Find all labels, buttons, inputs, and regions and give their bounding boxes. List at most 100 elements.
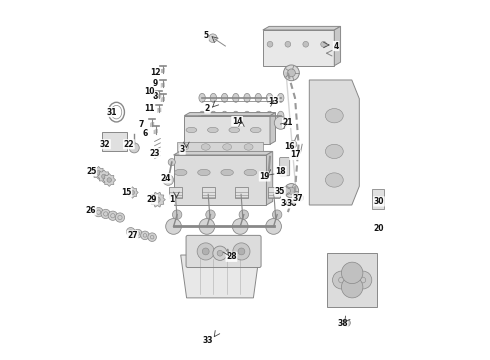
Circle shape — [166, 219, 181, 234]
Polygon shape — [181, 255, 259, 298]
Ellipse shape — [277, 111, 284, 120]
Ellipse shape — [266, 93, 273, 102]
Bar — [268, 186, 280, 198]
Circle shape — [284, 65, 299, 81]
Circle shape — [141, 231, 149, 240]
Circle shape — [206, 210, 215, 219]
Circle shape — [282, 186, 291, 195]
Text: 30: 30 — [374, 197, 384, 206]
Ellipse shape — [277, 93, 284, 102]
Text: 33: 33 — [202, 336, 213, 345]
Text: 16: 16 — [284, 141, 295, 150]
Text: 20: 20 — [373, 224, 384, 233]
Text: 2: 2 — [205, 104, 210, 113]
Circle shape — [286, 198, 293, 205]
Circle shape — [239, 210, 248, 219]
Text: 1: 1 — [169, 195, 174, 204]
Polygon shape — [184, 116, 270, 144]
Text: 17: 17 — [290, 150, 300, 159]
Circle shape — [288, 187, 295, 194]
Polygon shape — [263, 30, 334, 66]
Circle shape — [163, 175, 173, 185]
Circle shape — [333, 271, 350, 289]
Circle shape — [115, 213, 124, 222]
Text: 5: 5 — [203, 31, 208, 40]
Text: 9: 9 — [152, 79, 158, 88]
Circle shape — [217, 250, 223, 256]
Polygon shape — [103, 174, 116, 186]
Polygon shape — [173, 152, 272, 155]
Circle shape — [101, 209, 110, 219]
Circle shape — [209, 34, 217, 42]
Ellipse shape — [250, 127, 261, 133]
Circle shape — [199, 219, 215, 234]
Circle shape — [213, 246, 227, 260]
Circle shape — [266, 219, 281, 234]
Text: 4: 4 — [334, 41, 339, 50]
Circle shape — [267, 41, 273, 47]
Ellipse shape — [255, 93, 262, 102]
Polygon shape — [173, 155, 267, 205]
Circle shape — [148, 233, 156, 242]
Text: 35: 35 — [275, 187, 285, 196]
Text: 18: 18 — [275, 167, 286, 176]
Text: 28: 28 — [226, 252, 237, 261]
Ellipse shape — [186, 127, 197, 133]
Polygon shape — [270, 113, 275, 144]
Ellipse shape — [233, 111, 239, 120]
Text: 11: 11 — [144, 104, 154, 113]
Bar — [177, 143, 263, 152]
Ellipse shape — [221, 169, 233, 176]
Ellipse shape — [221, 111, 228, 120]
Text: 6: 6 — [143, 129, 147, 138]
Polygon shape — [309, 80, 359, 205]
Ellipse shape — [210, 111, 217, 120]
Text: 10: 10 — [144, 87, 154, 96]
Ellipse shape — [255, 111, 262, 120]
Circle shape — [292, 199, 298, 204]
Circle shape — [97, 171, 101, 175]
Circle shape — [342, 276, 363, 298]
Circle shape — [94, 207, 103, 217]
Circle shape — [202, 248, 209, 255]
Text: 26: 26 — [85, 206, 96, 215]
Text: 7: 7 — [139, 120, 144, 129]
Text: 32: 32 — [100, 140, 110, 149]
Circle shape — [342, 262, 363, 284]
Ellipse shape — [325, 144, 343, 158]
Circle shape — [288, 69, 295, 77]
FancyBboxPatch shape — [280, 157, 290, 176]
Circle shape — [108, 211, 118, 220]
Ellipse shape — [233, 93, 239, 102]
Polygon shape — [267, 152, 272, 205]
Circle shape — [134, 229, 142, 238]
Ellipse shape — [199, 93, 205, 102]
Text: 23: 23 — [150, 149, 160, 158]
Polygon shape — [127, 187, 138, 198]
Circle shape — [290, 141, 297, 148]
Polygon shape — [92, 166, 105, 179]
Text: 27: 27 — [127, 231, 138, 240]
Ellipse shape — [199, 111, 205, 120]
Text: 31: 31 — [107, 108, 118, 117]
Ellipse shape — [174, 169, 187, 176]
Polygon shape — [149, 192, 165, 207]
Text: 19: 19 — [259, 172, 270, 181]
Text: 3: 3 — [180, 145, 185, 154]
Ellipse shape — [325, 109, 343, 123]
Circle shape — [130, 190, 134, 194]
Bar — [102, 132, 127, 152]
Circle shape — [168, 158, 175, 166]
Circle shape — [107, 178, 112, 182]
Polygon shape — [334, 26, 341, 66]
Circle shape — [126, 228, 135, 236]
Text: 36: 36 — [287, 199, 297, 208]
Ellipse shape — [244, 93, 250, 102]
Polygon shape — [184, 113, 275, 116]
Circle shape — [272, 210, 282, 219]
Circle shape — [101, 174, 106, 179]
Circle shape — [238, 248, 245, 255]
Text: 29: 29 — [147, 195, 157, 204]
Ellipse shape — [325, 173, 343, 187]
Ellipse shape — [244, 111, 250, 120]
